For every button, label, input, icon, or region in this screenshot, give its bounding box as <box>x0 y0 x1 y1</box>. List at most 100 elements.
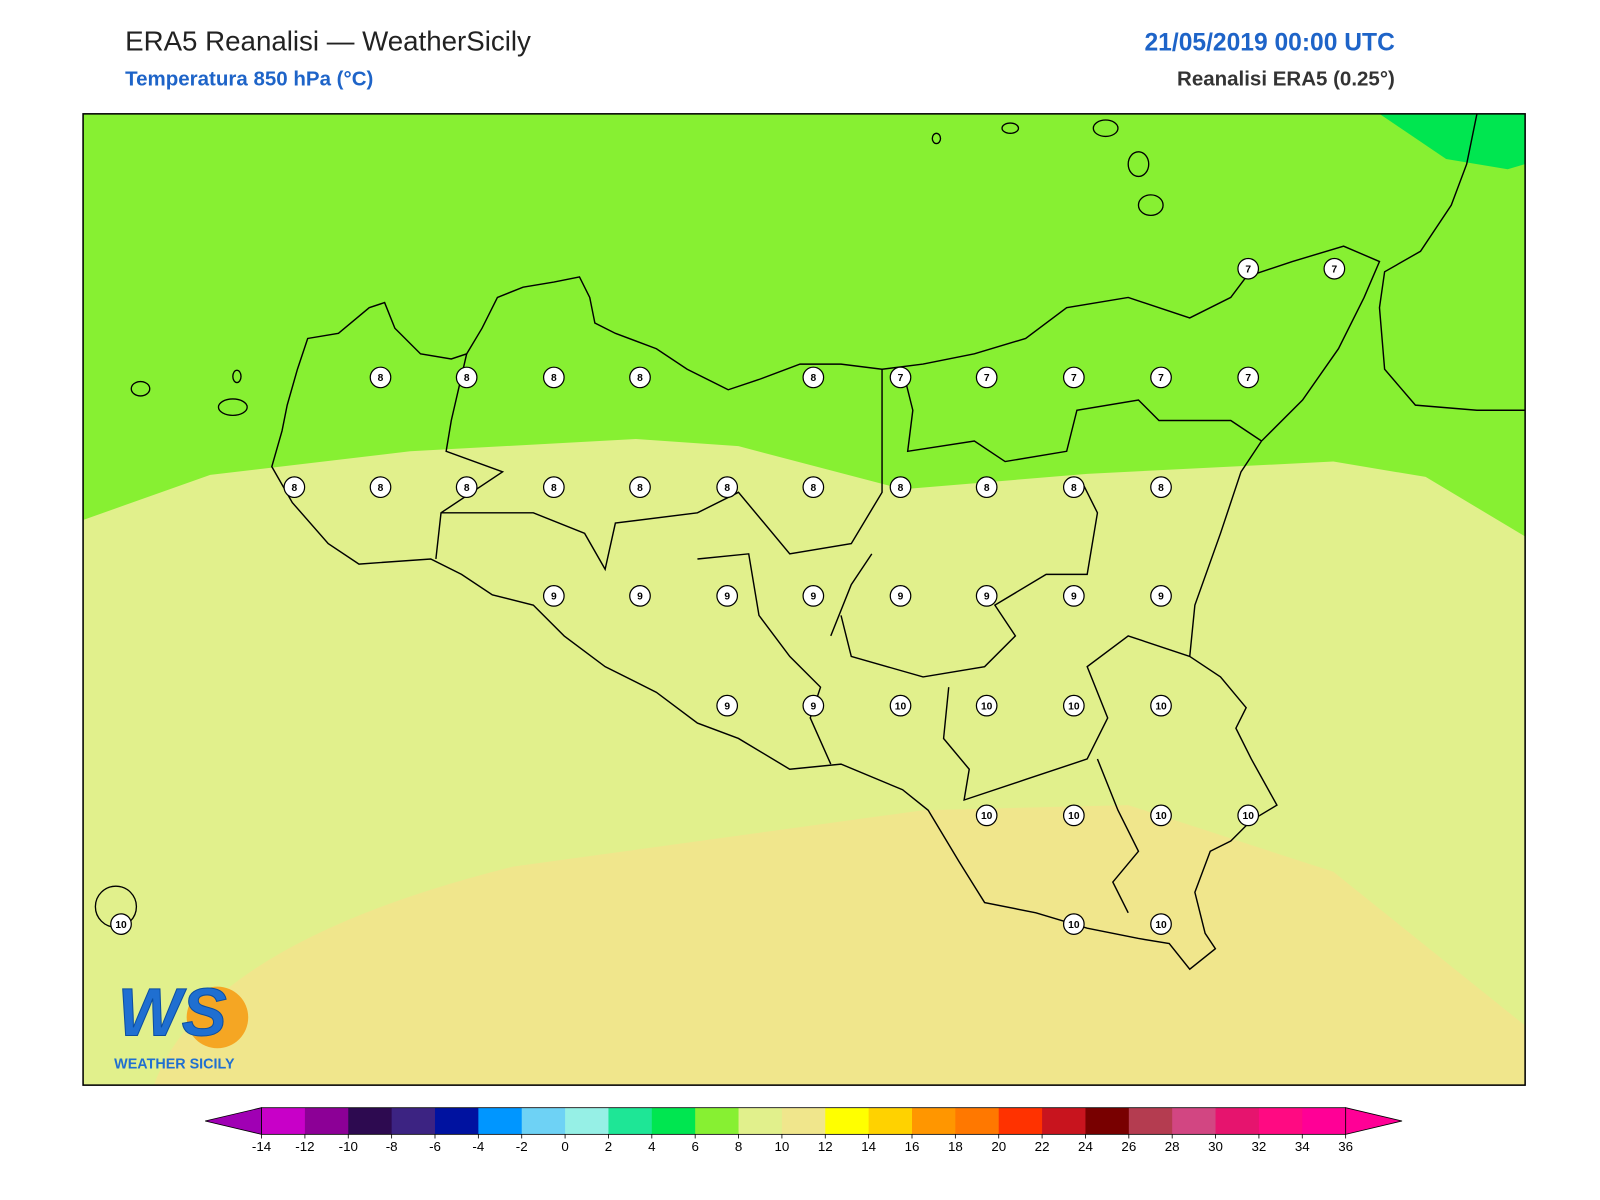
station-value: 10 <box>115 920 127 931</box>
station: 8 <box>542 366 565 389</box>
station-value: 9 <box>984 592 990 603</box>
colorbar-tick-label: 12 <box>818 1139 833 1154</box>
colorbar-tick-label: -8 <box>386 1139 398 1154</box>
station: 9 <box>975 585 998 607</box>
station: 10 <box>1150 694 1172 717</box>
station-value: 8 <box>724 483 730 494</box>
title: ERA5 Reanalisi — WeatherSicily <box>125 25 531 56</box>
island <box>232 369 242 384</box>
datetime: 21/05/2019 00:00 UTC <box>1144 30 1395 57</box>
station-marker <box>716 694 739 717</box>
colorbar-segment <box>1172 1107 1217 1135</box>
station-value: 8 <box>1071 483 1077 494</box>
colorbar-tick-label: 24 <box>1078 1139 1093 1154</box>
colorbar-tick-label: 4 <box>648 1139 656 1154</box>
station-marker <box>542 476 565 499</box>
station-marker <box>283 476 306 499</box>
station: 10 <box>110 913 132 935</box>
station-value: 9 <box>724 701 730 712</box>
colorbar-tick-label: 6 <box>691 1139 698 1154</box>
station-marker <box>1237 366 1260 389</box>
station: 8 <box>889 476 912 499</box>
coastlines <box>271 113 1526 971</box>
colorbar-tick-label: 26 <box>1121 1139 1136 1154</box>
island <box>1092 119 1119 138</box>
colorbar-segment <box>478 1107 523 1135</box>
station-marker <box>1150 913 1172 935</box>
station: 8 <box>455 476 478 499</box>
colorbar-segment <box>998 1107 1043 1135</box>
station: 7 <box>1062 366 1085 389</box>
colorbar-tick-label: 20 <box>991 1139 1006 1154</box>
station: 7 <box>1237 366 1260 389</box>
station-value: 10 <box>1068 701 1080 712</box>
station-marker <box>975 476 998 499</box>
station-marker <box>1150 694 1172 717</box>
station: 10 <box>1237 804 1260 827</box>
island <box>1001 122 1020 134</box>
station-value: 9 <box>898 592 904 603</box>
field-4-6 <box>1379 113 1526 170</box>
station-value: 8 <box>551 373 557 384</box>
station-value: 10 <box>1155 811 1167 822</box>
station: 7 <box>1237 257 1260 280</box>
colorbar-segment <box>738 1107 783 1135</box>
station: 10 <box>975 694 998 717</box>
logo-mark: WS <box>118 975 227 1050</box>
station-marker <box>975 585 998 607</box>
station-value: 8 <box>810 483 816 494</box>
station: 8 <box>455 366 478 389</box>
station-marker <box>369 476 392 499</box>
colorbar-segment <box>1042 1107 1086 1135</box>
colorbar-segment <box>565 1107 609 1135</box>
field-10-12 <box>153 805 1526 1086</box>
station-value: 8 <box>637 483 643 494</box>
station-marker <box>1062 585 1085 607</box>
colorbar-under <box>205 1107 262 1135</box>
station: 10 <box>1062 913 1085 935</box>
station-value: 10 <box>1155 920 1167 931</box>
station-value: 9 <box>810 592 816 603</box>
station-value: 10 <box>981 811 993 822</box>
station-marker <box>1150 366 1172 389</box>
colorbar-segment <box>1302 1107 1347 1135</box>
station-marker <box>1062 913 1085 935</box>
station-marker <box>455 476 478 499</box>
station-marker <box>802 476 825 499</box>
colorbar-tick-label: -4 <box>472 1139 484 1154</box>
colorbar-segment <box>1128 1107 1173 1135</box>
colorbar-tick-label: 8 <box>735 1139 742 1154</box>
station: 9 <box>1150 585 1172 607</box>
station-marker <box>542 585 565 607</box>
colorbar-segment <box>391 1107 436 1135</box>
station: 8 <box>629 366 651 389</box>
station-marker <box>889 585 912 607</box>
station-value: 10 <box>1068 811 1080 822</box>
station: 8 <box>283 476 306 499</box>
stations: 7 7 8 8 8 8 8 7 7 7 7 7 8 8 8 8 8 8 8 8 8 8 8 9 9 9 9 9 9 9 9 9 9 10 10 10 1… <box>110 257 1346 935</box>
station-value: 10 <box>1068 920 1080 931</box>
station-value: 8 <box>984 483 990 494</box>
station: 8 <box>369 476 392 499</box>
station-value: 8 <box>898 483 904 494</box>
station-value: 9 <box>810 701 816 712</box>
colorbar-frame <box>261 1107 1347 1135</box>
colorbar-tick-label: 22 <box>1035 1139 1050 1154</box>
map: 7 7 8 8 8 8 8 7 7 7 7 7 8 8 8 8 8 8 8 8 8 8 8 9 9 9 9 9 9 9 9 9 9 10 10 10 1… <box>82 113 1526 1086</box>
sicily-coast <box>271 245 1381 971</box>
colorbar-segment <box>695 1107 740 1135</box>
station-marker <box>975 804 998 827</box>
station: 10 <box>1062 694 1085 717</box>
station: 10 <box>1150 913 1172 935</box>
station-marker <box>1237 804 1260 827</box>
islands <box>94 119 1164 928</box>
station-marker <box>889 694 912 717</box>
station-value: 8 <box>378 483 384 494</box>
island <box>1127 151 1150 178</box>
station: 8 <box>542 476 565 499</box>
station-marker <box>629 585 651 607</box>
logo-sun <box>186 986 249 1049</box>
colorbar-tick-label: 34 <box>1295 1139 1310 1154</box>
